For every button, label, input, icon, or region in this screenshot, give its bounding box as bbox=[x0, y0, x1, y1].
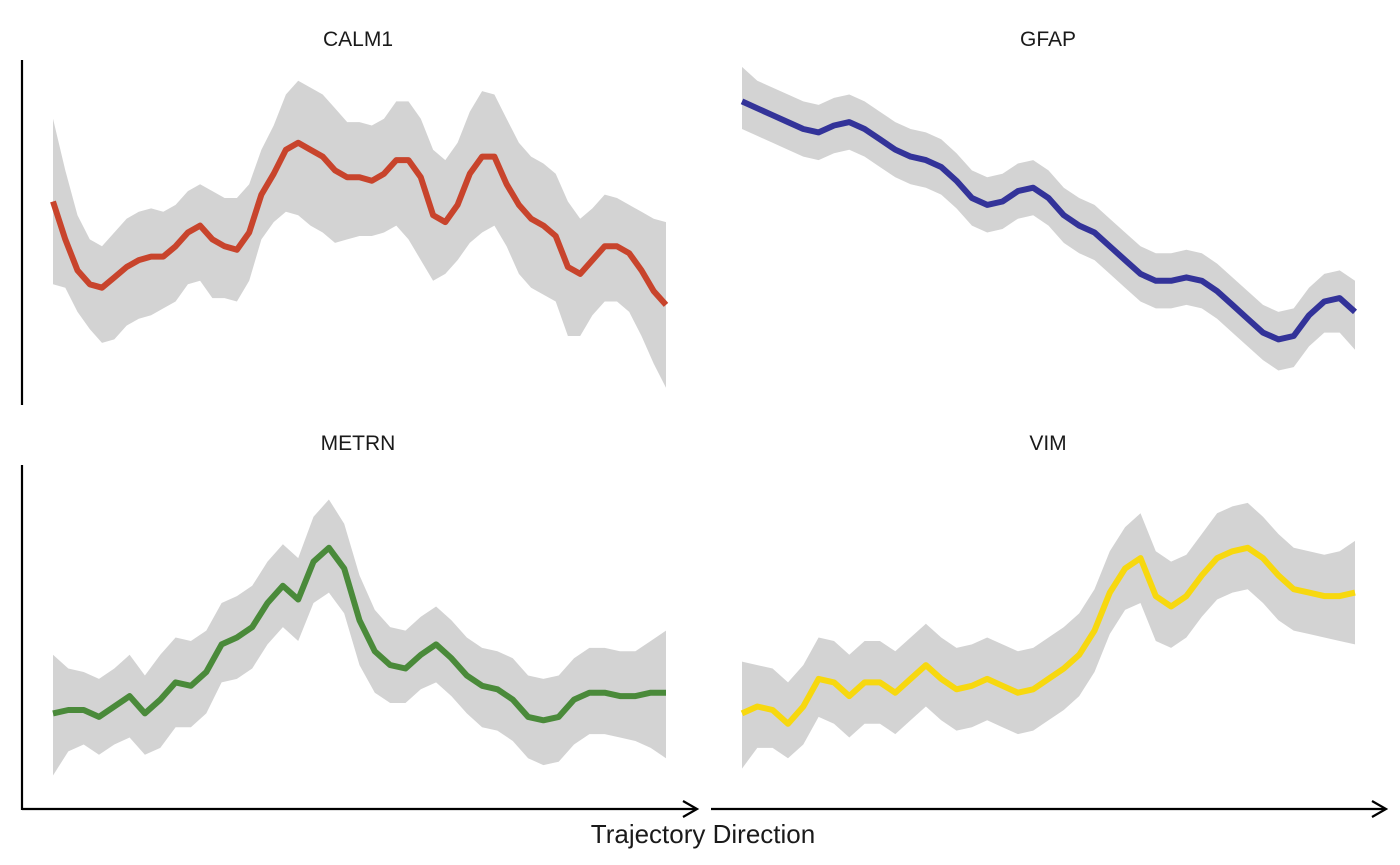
panel-grid: CALM1 GFAP METRN VIM bbox=[50, 28, 1358, 776]
trend-line-calm1 bbox=[50, 139, 669, 307]
trend-line-gfap bbox=[740, 98, 1358, 343]
panel-title-metrn: METRN bbox=[321, 432, 396, 455]
panel-metrn: METRN bbox=[52, 432, 666, 776]
confidence-ribbon-calm1 bbox=[53, 80, 666, 388]
confidence-ribbon-vim bbox=[742, 502, 1355, 769]
confidence-ribbon-gfap bbox=[742, 66, 1355, 371]
panel-title-vim: VIM bbox=[1029, 432, 1066, 455]
panel-calm1: CALM1 bbox=[50, 28, 669, 388]
trend-line-metrn bbox=[52, 544, 666, 724]
x-axis-title: Trajectory Direction bbox=[591, 819, 815, 849]
trend-line-vim bbox=[740, 544, 1356, 727]
x-axis-arrowhead-left bbox=[682, 800, 700, 818]
panel-title-calm1: CALM1 bbox=[323, 28, 393, 51]
x-axis-arrowhead-right bbox=[1371, 800, 1389, 818]
panel-vim: VIM bbox=[740, 432, 1356, 769]
panel-gfap: GFAP bbox=[740, 28, 1358, 371]
panel-title-gfap: GFAP bbox=[1020, 28, 1076, 51]
confidence-ribbon-metrn bbox=[53, 499, 666, 776]
